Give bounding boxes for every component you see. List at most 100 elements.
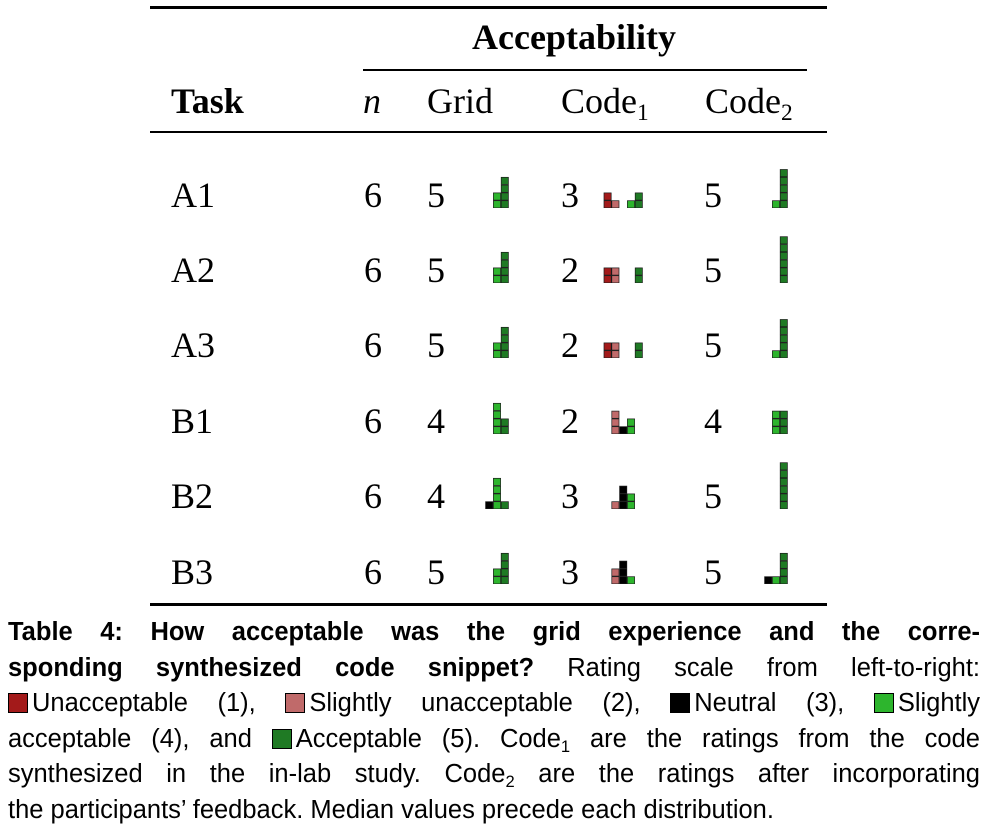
row-a2-code1-rating1-square	[603, 275, 612, 283]
row-a2-grid-rating4-square	[493, 275, 501, 283]
row-a1-code1-rating1-square	[603, 192, 612, 201]
row-a2-code1-rating5-square	[634, 275, 643, 283]
row-a1-code1-rating5-square	[634, 192, 643, 201]
scale-label-2: Slightly unacceptable (2),	[309, 689, 641, 717]
row-a3-code2-rating5-square	[779, 342, 788, 351]
code1-column-header: Code1	[561, 81, 649, 127]
row-b3-code2-rating4-square	[772, 576, 780, 584]
row-b3-code2-rating5-square	[779, 576, 788, 584]
row-b2-code2-rating5-square	[779, 462, 788, 471]
row-b3-code2-rating5-square	[779, 552, 788, 561]
grid-column-header: Grid	[427, 81, 493, 121]
row-b1-code2-rating4-square	[772, 426, 780, 434]
row-a3-code1-rating5-square	[634, 342, 643, 351]
row-b1-code2-rating4-square	[772, 410, 780, 419]
caption-line-6: the participants’ feedback. Median value…	[8, 793, 980, 829]
row-a1-grid-rating4-square	[493, 192, 501, 201]
row-b2-code2-rating5-square	[779, 470, 788, 479]
row-b3-code2-histogram	[764, 552, 788, 584]
row-a1-code1-rating5-square	[634, 200, 643, 208]
caption-line-3: Unacceptable (1), Slightly unacceptable …	[8, 686, 980, 722]
row-a3-code2-histogram	[772, 319, 788, 358]
table-bottom-rule	[150, 603, 827, 606]
caption-code1: Code1	[499, 724, 571, 756]
row-a2-code1-median: 2	[561, 250, 579, 290]
row-a1-grid-rating5-square	[500, 176, 509, 185]
row-a3-n: 6	[364, 325, 382, 365]
row-a1-grid-rating5-square	[500, 192, 509, 201]
row-a1-n: 6	[364, 175, 382, 215]
row-a1-code1-rating1-square	[603, 200, 612, 208]
row-a1-code1-rating4-square	[627, 200, 635, 208]
caption-line-2: sponding synthesized code snippet? Ratin…	[8, 651, 980, 687]
row-b2-code1-rating3-square	[619, 485, 628, 494]
task-column-header: Task	[171, 81, 244, 121]
row-a2-grid-median: 5	[427, 250, 445, 290]
row-a2-grid-rating5-square	[500, 251, 509, 260]
scale-label-1: Unacceptable (1),	[32, 689, 256, 717]
scale-label-4-cont: acceptable (4), and	[8, 724, 252, 753]
scale-label-3: Neutral (3),	[694, 689, 845, 717]
row-b2-grid-rating3-square	[485, 501, 494, 509]
row-b3-grid-rating5-square	[500, 560, 509, 569]
row-b2-code1-rating2-square	[611, 501, 620, 509]
scale-label-4: Slightly	[897, 689, 981, 717]
row-a3-code2-rating5-square	[779, 334, 788, 343]
row-a3-code1-histogram	[603, 342, 643, 358]
row-a2-code2-rating5-square	[779, 236, 788, 245]
row-b2-code1-rating4-square	[627, 493, 635, 502]
row-b2-code1-rating3-square	[619, 493, 628, 502]
code2-column-header: Code2	[705, 81, 793, 127]
caption-question-part1: How acceptable was the grid experience a…	[150, 618, 980, 646]
row-b3-code2-rating5-square	[779, 568, 788, 577]
neutral-swatch-icon	[670, 693, 691, 713]
row-b1-code2-rating5-square	[779, 426, 788, 434]
row-a1-grid-rating4-square	[493, 200, 501, 208]
row-b1-code1-histogram	[611, 410, 635, 434]
row-b3-grid-rating4-square	[493, 568, 501, 577]
row-b2-task: B2	[171, 476, 214, 516]
row-a2-task: A2	[171, 250, 215, 290]
row-a2-code2-rating5-square	[779, 267, 788, 276]
header-bottom-rule	[150, 131, 827, 133]
caption-code2: Code2	[444, 760, 515, 791]
row-b1-code1-rating4-square	[627, 418, 635, 427]
row-a3-grid-rating5-square	[500, 342, 509, 351]
row-a1-grid-median: 5	[427, 175, 445, 215]
row-b3-code1-rating3-square	[619, 576, 628, 584]
scale-label-5: Acceptable (5).	[295, 724, 481, 753]
row-a1-grid-histogram	[493, 176, 509, 208]
row-b2-grid-median: 4	[427, 476, 445, 516]
row-a2-grid-rating5-square	[500, 267, 509, 276]
row-b1-grid-rating5-square	[500, 418, 509, 427]
row-b2-grid-rating4-square	[493, 477, 501, 486]
row-a2-n: 6	[364, 250, 382, 290]
row-b2-grid-rating4-square	[493, 493, 501, 502]
row-a2-grid-histogram	[493, 251, 509, 283]
row-b1-grid-rating4-square	[493, 402, 501, 411]
row-a2-code2-rating5-square	[779, 244, 788, 253]
row-a1-code2-rating5-square	[779, 176, 788, 185]
row-b3-code1-rating2-square	[611, 576, 620, 584]
row-b1-code2-rating5-square	[779, 410, 788, 419]
row-b2-code1-histogram	[611, 485, 635, 509]
row-a3-code2-rating4-square	[772, 350, 780, 358]
row-a2-code2-rating5-square	[779, 251, 788, 260]
row-b3-code2-rating3-square	[764, 576, 773, 584]
row-a2-grid-rating4-square	[493, 267, 501, 276]
row-a3-code1-rating2-square	[611, 350, 620, 358]
row-a2-code2-median: 5	[704, 250, 722, 290]
row-a3-grid-rating4-square	[493, 342, 501, 351]
row-a3-code1-rating1-square	[603, 342, 612, 351]
row-a3-grid-median: 5	[427, 325, 445, 365]
row-a3-grid-histogram	[493, 326, 509, 358]
row-a3-code2-rating5-square	[779, 326, 788, 335]
row-b1-code1-rating2-square	[611, 418, 620, 427]
row-a1-code1-median: 3	[561, 175, 579, 215]
row-b1-code1-rating4-square	[627, 426, 635, 434]
row-b2-code1-rating4-square	[627, 501, 635, 509]
caption-line6: the participants’ feedback. Median value…	[8, 795, 774, 824]
row-b1-grid-rating4-square	[493, 418, 501, 427]
slightly-acceptable-swatch-icon	[873, 693, 894, 713]
slightly-unacceptable-swatch-icon	[285, 693, 306, 713]
